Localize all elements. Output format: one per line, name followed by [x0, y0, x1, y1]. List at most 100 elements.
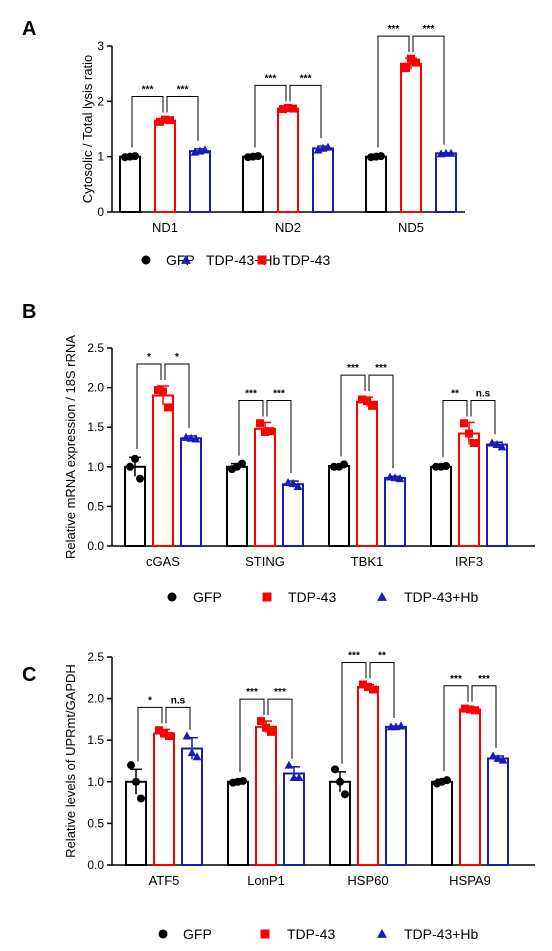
legend-marker [158, 929, 168, 939]
bar [435, 152, 457, 213]
data-point [341, 790, 349, 799]
significance-bracket [377, 35, 410, 148]
significance-bracket [131, 95, 164, 148]
legend-marker [167, 592, 177, 602]
significance-label: *** [423, 24, 435, 35]
significance-label: *** [246, 687, 258, 698]
legend-label: TDP-43+Hb [404, 926, 479, 942]
x-tick-label: ATF5 [149, 873, 180, 888]
significance-bracket [165, 706, 191, 730]
bar [459, 708, 481, 867]
data-point [266, 427, 274, 436]
y-tick-label: 0.5 [87, 816, 104, 830]
data-point [284, 760, 294, 769]
significance-bracket [137, 706, 163, 762]
data-point [369, 685, 377, 694]
legend-label: TDP-43 [288, 589, 336, 605]
data-point [471, 706, 479, 715]
data-point [132, 777, 140, 786]
significance-label: n.s [476, 388, 491, 399]
data-point [126, 152, 134, 161]
bar [154, 119, 176, 213]
data-point [192, 752, 202, 761]
data-point [412, 58, 420, 67]
x-tick-label: cGAS [146, 554, 180, 569]
data-point [465, 429, 473, 438]
data-point [257, 717, 265, 726]
data-point [441, 148, 451, 157]
bar [400, 62, 422, 213]
bar [365, 155, 387, 214]
bar [283, 772, 305, 866]
bar [328, 465, 350, 547]
data-point [262, 723, 270, 732]
y-tick-label: 2.5 [87, 341, 104, 355]
significance-label: *** [347, 363, 359, 374]
y-tick-label: 0.5 [87, 499, 104, 513]
panel-b: B 0.0 0.5 1.0 1.5 2.0 2.5 Relative mRNA express… [22, 301, 535, 605]
data-point [335, 462, 343, 471]
data-point [284, 103, 292, 112]
x-tick-label: HSP60 [347, 873, 388, 888]
legend-marker [257, 255, 267, 265]
legend-marker [262, 592, 272, 602]
data-point [437, 462, 445, 471]
x-tick-label: ND5 [398, 220, 424, 235]
y-tick-label: 1.0 [87, 775, 104, 789]
data-point [372, 152, 380, 161]
data-point [154, 385, 162, 394]
y-axis-label: Cytosolic / Total lysis ratio [80, 55, 95, 204]
data-point [136, 474, 144, 483]
data-point [323, 142, 333, 151]
bar [431, 780, 453, 866]
x-tick-label: ND1 [152, 220, 178, 235]
legend-marker [141, 255, 151, 265]
significance-bracket [239, 698, 265, 773]
data-point [358, 395, 366, 404]
significance-label: ** [378, 650, 386, 661]
significance-label: *** [300, 73, 312, 84]
bar [153, 732, 175, 866]
legend-label: GFP [193, 589, 222, 605]
data-point [234, 777, 242, 786]
significance-bracket [136, 363, 162, 450]
significance-label: * [147, 352, 151, 363]
significance-label: ** [451, 388, 459, 399]
data-point [460, 419, 468, 428]
significance-bracket [267, 698, 293, 759]
legend-label: GFP [183, 926, 212, 942]
y-tick-label: 0 [97, 205, 104, 219]
significance-label: *** [478, 674, 490, 685]
data-point [261, 427, 269, 436]
data-point [155, 726, 163, 735]
significance-bracket [289, 84, 322, 139]
bar [189, 150, 211, 213]
significance-label: * [148, 695, 152, 706]
y-tick-label: 3 [97, 39, 104, 53]
bar [180, 437, 202, 547]
significance-label: *** [450, 674, 462, 685]
x-tick-label: IRF3 [455, 554, 483, 569]
significance-bracket [369, 661, 395, 719]
bar [486, 443, 508, 547]
bar [356, 400, 378, 547]
data-point [187, 748, 197, 757]
bar [181, 747, 203, 867]
bar [357, 685, 379, 867]
significance-bracket [341, 661, 367, 764]
significance-bracket [166, 95, 199, 141]
significance-label: *** [348, 650, 360, 661]
data-point [127, 761, 135, 770]
data-point [200, 145, 210, 154]
significance-label: *** [273, 388, 285, 399]
panel-label: B [22, 301, 36, 323]
significance-bracket [470, 399, 496, 435]
data-point [159, 387, 167, 396]
bar [152, 394, 174, 547]
significance-bracket [254, 84, 287, 148]
data-point [438, 777, 446, 786]
x-tick-label: ND2 [275, 220, 301, 235]
data-point [331, 765, 339, 774]
